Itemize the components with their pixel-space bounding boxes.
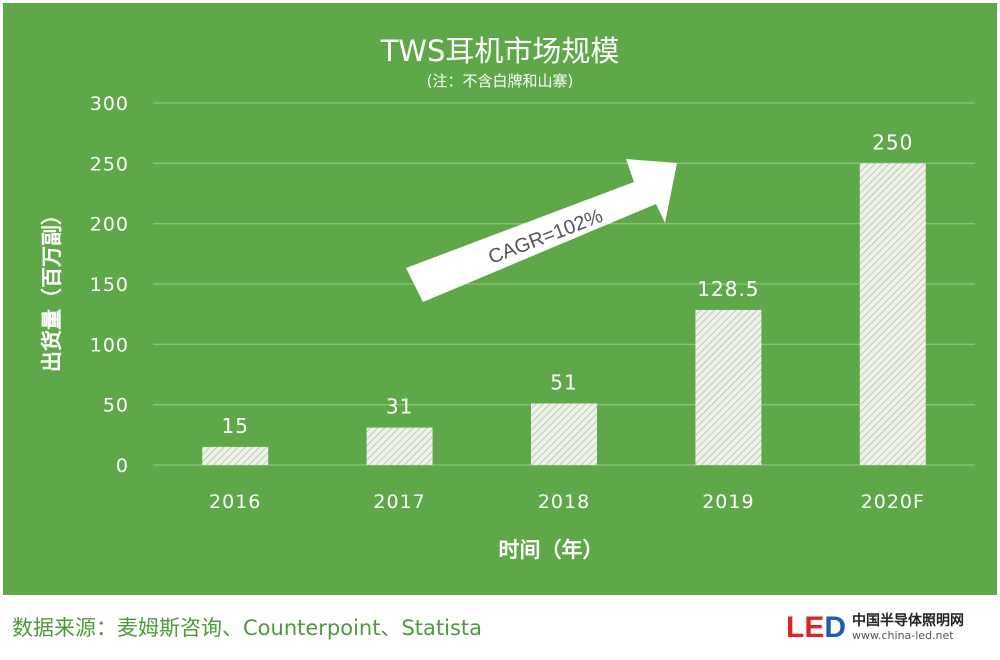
data-source-note: 数据来源：麦姆斯咨询、Counterpoint、Statista [12,616,483,640]
logo-letter-d: D [824,611,847,644]
x-tick-label: 2017 [373,491,425,513]
y-tick-label: 250 [90,153,129,175]
logo-site-name: 中国半导体照明网 [852,613,965,630]
y-tick-label: 300 [90,93,129,115]
x-tick-label: 2019 [702,491,754,513]
bar [202,446,269,465]
cagr-arrow-shape [406,159,677,302]
data-labels: 15 31 51 128.5 250 [221,130,913,438]
bar [859,163,926,466]
bar [366,427,433,465]
data-label: 51 [550,370,577,394]
y-tick-label: 50 [103,395,129,417]
chart-svg: TWS耳机市场规模 (注：不含白牌和山寨) 0 50 100 150 200 250 300… [40,34,975,562]
y-tick-label: 100 [90,334,129,356]
y-tick-labels: 0 50 100 150 200 250 300 [90,93,129,477]
x-tick-label: 2020F [861,491,925,513]
data-label: 31 [386,395,413,419]
logo-text: 中国半导体照明网 www.china-led.net [852,613,965,642]
bars [202,163,926,466]
x-tick-label: 2018 [538,491,590,513]
data-label: 250 [872,130,913,154]
data-label: 15 [221,414,248,438]
logo-letter-e: E [804,611,825,644]
led-logo-mark: L E D [786,611,846,645]
chart-title: TWS耳机市场规模 [380,34,620,68]
x-tick-labels: 2016 2017 2018 2019 2020F [209,491,925,513]
site-logo: L E D 中国半导体照明网 www.china-led.net [786,610,964,646]
chart-panel: TWS耳机市场规模 (注：不含白牌和山寨) 0 50 100 150 200 250 300… [3,3,997,595]
y-tick-label: 200 [90,214,129,236]
logo-letter-l: L [786,611,805,644]
y-axis-title: 出货量（百万副） [40,204,64,372]
y-tick-label: 150 [90,274,129,296]
logo-site-url: www.china-led.net [852,628,954,642]
bar [531,403,597,465]
x-axis-title: 时间（年） [499,538,604,562]
bar [695,309,762,465]
footer: 数据来源：麦姆斯咨询、Counterpoint、Statista L E D 中… [0,596,1000,660]
chart-subtitle: (注：不含白牌和山寨) [427,72,574,90]
cagr-arrow: CAGR=102% [406,159,677,302]
x-tick-label: 2016 [209,491,261,513]
data-label: 128.5 [697,277,759,301]
y-tick-label: 0 [116,455,129,477]
